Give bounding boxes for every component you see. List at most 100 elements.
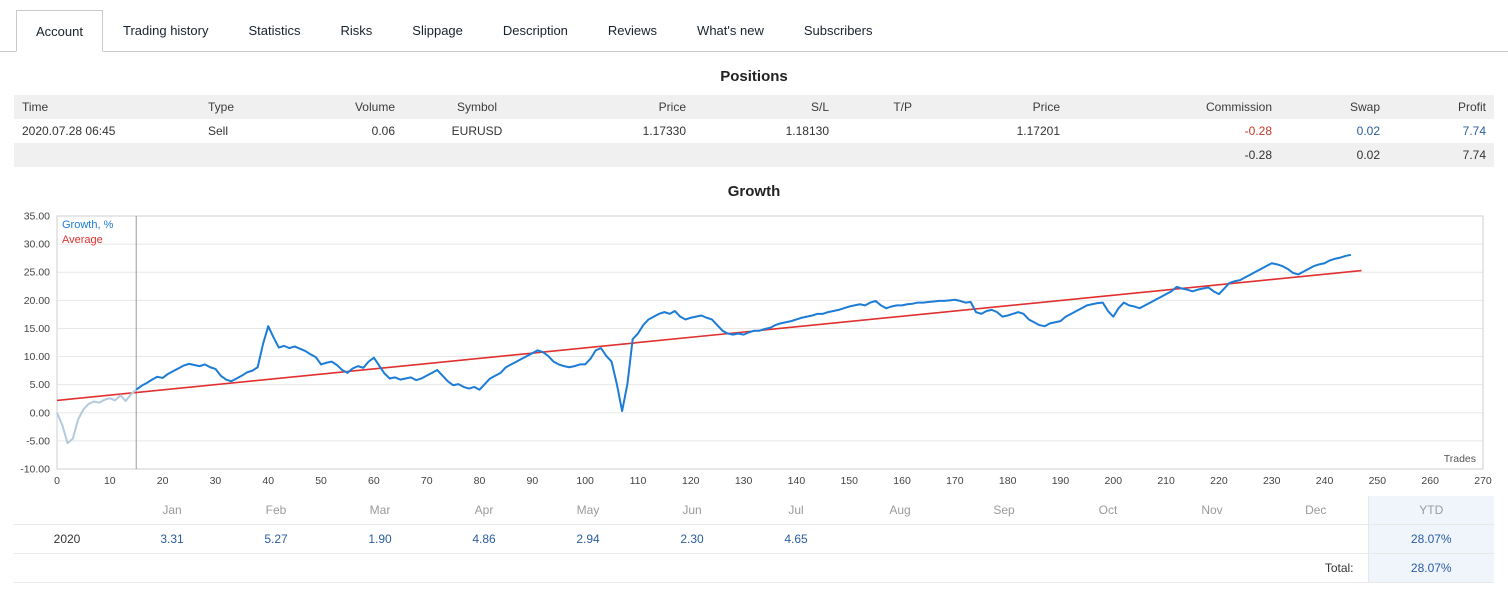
month-header-dec: Dec xyxy=(1264,496,1368,525)
tab-slippage[interactable]: Slippage xyxy=(412,23,463,38)
month-header-nov: Nov xyxy=(1160,496,1264,525)
position-row: 2020.07.28 06:45 Sell 0.06 EURUSD 1.17330 1.1… xyxy=(14,119,1494,143)
month-header-sep: Sep xyxy=(952,496,1056,525)
x-tick-label: 120 xyxy=(682,475,700,487)
cell-volume: 0.06 xyxy=(371,124,395,138)
x-tick-label: 60 xyxy=(368,475,380,487)
summary-cell-price2 xyxy=(920,143,1068,167)
x-tick-label: 190 xyxy=(1052,475,1070,487)
column-header-sl: S/L xyxy=(694,95,837,119)
cell-swap: 0.02 xyxy=(1356,124,1380,138)
x-tick-label: 20 xyxy=(157,475,169,487)
y-tick-label: 15.00 xyxy=(24,323,50,335)
monthly-total-row: Total: 28.07% xyxy=(14,553,1494,583)
x-tick-label: 70 xyxy=(421,475,433,487)
cell-type: Sell xyxy=(208,124,229,138)
x-tick-label: 230 xyxy=(1263,475,1281,487)
tab-reviews[interactable]: Reviews xyxy=(607,23,658,38)
monthly-value-row: 2020 3.31 5.27 1.90 4.86 2.94 2.30 4.65 28.07% xyxy=(14,524,1494,554)
summary-cell-time xyxy=(14,143,200,167)
summary-cell-symbol xyxy=(403,143,551,167)
average-line xyxy=(56,269,1362,402)
month-value-mar: 1.90 xyxy=(328,524,432,554)
month-header-mar: Mar xyxy=(328,496,432,525)
summary-cell-swap: 0.02 xyxy=(1356,148,1380,162)
column-header-swap: Swap xyxy=(1280,95,1388,119)
x-tick-label: 160 xyxy=(893,475,911,487)
summary-cell-type xyxy=(200,143,325,167)
month-value-feb: 5.27 xyxy=(224,524,328,554)
x-tick-label: 40 xyxy=(262,475,274,487)
positions-title: Positions xyxy=(720,68,788,85)
x-tick-label: 150 xyxy=(840,475,858,487)
column-header-profit: Profit xyxy=(1388,95,1494,119)
tab-subscribers[interactable]: Subscribers xyxy=(803,23,873,38)
x-tick-label: 110 xyxy=(630,475,647,487)
x-tick-label: 250 xyxy=(1369,475,1387,487)
year-label: 2020 xyxy=(14,524,120,554)
column-header-price: Price xyxy=(551,95,694,119)
cell-price: 1.17330 xyxy=(642,124,686,138)
x-tick-label: 140 xyxy=(788,475,806,487)
y-tick-label: -5.00 xyxy=(26,435,50,447)
summary-cell-price xyxy=(551,143,694,167)
positions-section: Positions Time Type Volume Symbol Price S/L T/… xyxy=(0,68,1508,167)
tab-account[interactable]: Account xyxy=(16,10,103,52)
tab-trading-history[interactable]: Trading history xyxy=(122,23,209,38)
x-axis-title: Trades xyxy=(1444,453,1476,465)
cell-symbol: EURUSD xyxy=(451,124,503,138)
x-tick-label: 200 xyxy=(1105,475,1123,487)
month-value-apr: 4.86 xyxy=(432,524,536,554)
month-value-oct xyxy=(1056,524,1160,554)
legend-growth: Growth, % xyxy=(62,219,114,231)
column-header-tp: T/P xyxy=(837,95,920,119)
y-tick-label: 10.00 xyxy=(24,351,50,363)
y-tick-label: 5.00 xyxy=(30,379,51,391)
x-tick-label: 210 xyxy=(1157,475,1175,487)
month-header-aug: Aug xyxy=(848,496,952,525)
x-tick-label: 270 xyxy=(1474,475,1492,487)
month-header-jan: Jan xyxy=(120,496,224,525)
cell-tp xyxy=(837,119,920,143)
cell-price2: 1.17201 xyxy=(1016,124,1060,138)
total-value: 28.07% xyxy=(1367,553,1494,583)
tab-risks[interactable]: Risks xyxy=(340,23,373,38)
monthly-returns-table: Jan Feb Mar Apr May Jun Jul Aug Sep Oct Nov Dec YTD 2… xyxy=(14,496,1494,583)
growth-chart-svg: 35.00 30.00 25.00 20.00 15.00 10.00 5.00 0.00 -5… xyxy=(20,211,1492,488)
column-header-price2: Price xyxy=(920,95,1068,119)
plot-border xyxy=(56,215,1484,470)
x-tick-label: 0 xyxy=(54,475,60,487)
y-tick-label: 0.00 xyxy=(30,407,51,419)
x-tick-label: 90 xyxy=(526,475,538,487)
summary-cell-tp xyxy=(837,143,920,167)
ytd-value: 28.07% xyxy=(1367,524,1494,554)
tab-statistics[interactable]: Statistics xyxy=(248,23,301,38)
month-header-oct: Oct xyxy=(1056,496,1160,525)
tab-what-s-new[interactable]: What's new xyxy=(697,23,764,38)
column-header-commission: Commission xyxy=(1068,95,1280,119)
monthly-body: Jan Feb Mar Apr May Jun Jul Aug Sep Oct Nov Dec YTD 2… xyxy=(14,496,1494,583)
x-tick-label: 220 xyxy=(1210,475,1228,487)
y-tick-label: 25.00 xyxy=(24,267,50,279)
month-header-jun: Jun xyxy=(640,496,744,525)
x-tick-label: 240 xyxy=(1316,475,1334,487)
column-header-volume: Volume xyxy=(325,95,403,119)
monthly-corner-cell xyxy=(14,496,120,525)
summary-cell-profit: 7.74 xyxy=(1462,148,1486,162)
tab-bar: Account Trading history Statistics Risks Sli… xyxy=(0,0,1508,52)
positions-header-row: Time Type Volume Symbol Price S/L T/P Price Comm… xyxy=(14,95,1494,119)
month-value-jun: 2.30 xyxy=(640,524,744,554)
cell-time: 2020.07.28 06:45 xyxy=(22,124,116,138)
legend-average: Average xyxy=(62,234,103,246)
month-header-ytd: YTD xyxy=(1367,496,1494,525)
month-value-jul: 4.65 xyxy=(744,524,848,554)
y-tick-label: 30.00 xyxy=(24,239,50,251)
month-value-nov xyxy=(1160,524,1264,554)
month-header-jul: Jul xyxy=(744,496,848,525)
tab-description[interactable]: Description xyxy=(502,23,568,38)
x-tick-label: 130 xyxy=(735,475,753,487)
y-tick-label: -10.00 xyxy=(20,464,50,476)
month-value-jan: 3.31 xyxy=(120,524,224,554)
month-header-feb: Feb xyxy=(224,496,328,525)
cell-sl: 1.18130 xyxy=(785,124,829,138)
